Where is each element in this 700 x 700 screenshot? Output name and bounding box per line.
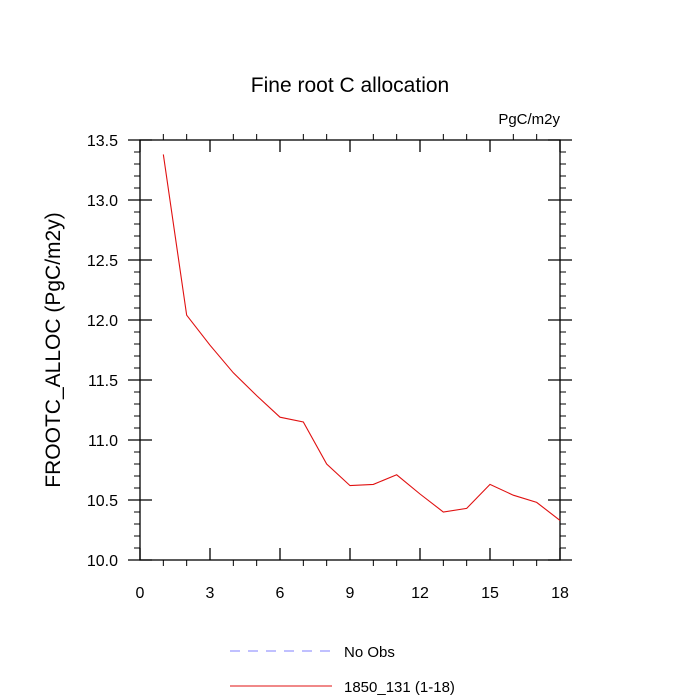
x-tick-label: 0 bbox=[136, 585, 145, 602]
y-tick-label: 11.0 bbox=[88, 433, 118, 450]
units-label: PgC/m2y bbox=[498, 111, 560, 128]
y-tick-label: 10.5 bbox=[87, 493, 118, 510]
x-tick-label: 9 bbox=[346, 585, 355, 602]
series-group bbox=[162, 154, 561, 521]
plot-frame bbox=[139, 139, 561, 561]
y-tick-label: 12.0 bbox=[87, 313, 118, 330]
y-tick-label: 13.0 bbox=[87, 193, 118, 210]
x-tick-label: 12 bbox=[411, 585, 429, 602]
series-line bbox=[162, 154, 561, 521]
y-tick-label: 13.5 bbox=[87, 133, 118, 150]
x-tick-label: 15 bbox=[481, 585, 499, 602]
legend-label: No Obs bbox=[344, 644, 395, 661]
x-tick-label: 3 bbox=[206, 585, 215, 602]
y-tick-label: 11.5 bbox=[88, 373, 118, 390]
legend: No Obs 1850_131 (1-18) bbox=[230, 644, 455, 696]
axis-ticks bbox=[128, 134, 572, 566]
chart-title: Fine root C allocation bbox=[251, 74, 449, 97]
x-tick-label: 6 bbox=[276, 585, 285, 602]
x-tick-label: 18 bbox=[551, 585, 569, 602]
tick-labels: 0 3 6 9 12 15 18 10.0 10.5 11.0 11.5 12.0 12.5 13.0 13… bbox=[87, 133, 569, 602]
y-tick-label: 12.5 bbox=[87, 253, 118, 270]
legend-label: 1850_131 (1-18) bbox=[344, 679, 455, 696]
y-axis-label: FROOTC_ALLOC (PgC/m2y) bbox=[42, 212, 65, 487]
y-tick-label: 10.0 bbox=[87, 553, 118, 570]
